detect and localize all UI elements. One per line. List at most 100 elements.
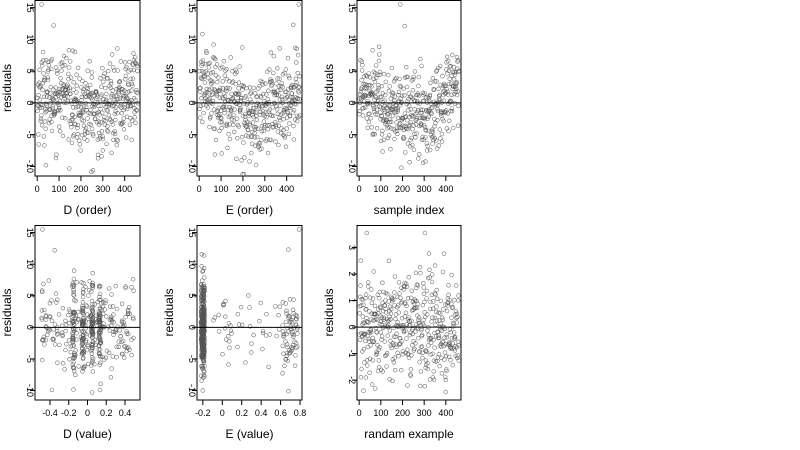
scatter-point bbox=[380, 325, 386, 331]
scatter-point bbox=[407, 319, 412, 324]
scatter-point bbox=[438, 298, 444, 304]
scatter-point bbox=[122, 344, 127, 349]
scatter-point bbox=[54, 152, 59, 157]
scatter-point bbox=[116, 344, 121, 349]
scatter-point bbox=[101, 357, 107, 362]
scatter-point bbox=[434, 68, 440, 73]
scatter-point bbox=[286, 131, 292, 137]
scatter-point bbox=[62, 367, 67, 372]
scatter-point bbox=[66, 321, 72, 326]
panel-d-value-y-tick-label: -5 bbox=[25, 355, 35, 363]
scatter-point bbox=[66, 47, 72, 53]
panel-e-value-x-tick-label: 0 bbox=[220, 408, 225, 418]
scatter-point bbox=[283, 106, 288, 111]
scatter-point bbox=[97, 297, 102, 303]
scatter-point bbox=[102, 85, 108, 91]
scatter-point bbox=[387, 328, 393, 333]
panel-e-value-y-tick-label: -10 bbox=[187, 384, 197, 397]
scatter-point bbox=[69, 117, 74, 123]
scatter-point bbox=[283, 67, 288, 72]
scatter-point bbox=[129, 285, 134, 290]
scatter-point bbox=[104, 128, 110, 133]
scatter-point bbox=[118, 122, 124, 127]
scatter-point bbox=[403, 150, 408, 155]
scatter-point bbox=[130, 277, 136, 282]
scatter-point bbox=[75, 65, 81, 71]
scatter-point bbox=[258, 300, 263, 306]
scatter-point bbox=[55, 108, 61, 113]
scatter-point bbox=[456, 103, 461, 109]
scatter-point bbox=[107, 61, 113, 66]
scatter-point bbox=[39, 2, 44, 7]
scatter-point bbox=[446, 283, 451, 288]
scatter-point bbox=[293, 312, 298, 318]
scatter-point bbox=[129, 337, 134, 342]
scatter-point bbox=[397, 83, 403, 89]
scatter-point bbox=[423, 314, 428, 320]
scatter-point bbox=[423, 135, 428, 140]
panel-sample-index-points bbox=[357, 2, 461, 170]
scatter-point bbox=[280, 329, 286, 334]
scatter-point bbox=[359, 366, 364, 372]
scatter-point bbox=[41, 134, 46, 139]
scatter-point bbox=[378, 330, 383, 335]
scatter-point bbox=[375, 72, 380, 77]
scatter-point bbox=[42, 143, 47, 148]
scatter-point bbox=[274, 81, 279, 86]
scatter-point bbox=[215, 112, 220, 118]
scatter-point bbox=[249, 150, 254, 156]
scatter-point bbox=[291, 297, 296, 302]
scatter-point bbox=[132, 115, 138, 120]
scatter-point bbox=[83, 126, 89, 131]
scatter-point bbox=[399, 316, 405, 321]
scatter-point bbox=[393, 312, 399, 317]
scatter-point bbox=[74, 337, 79, 342]
scatter-point bbox=[273, 139, 278, 144]
scatter-point bbox=[87, 59, 92, 64]
scatter-point bbox=[442, 357, 447, 362]
scatter-point bbox=[99, 110, 105, 115]
scatter-point bbox=[89, 305, 94, 310]
scatter-point bbox=[291, 311, 296, 316]
scatter-point bbox=[83, 326, 89, 331]
scatter-point bbox=[392, 303, 397, 308]
scatter-point bbox=[361, 346, 367, 352]
scatter-point bbox=[215, 79, 220, 85]
scatter-point bbox=[124, 348, 129, 354]
scatter-point bbox=[444, 308, 450, 314]
scatter-point bbox=[72, 298, 77, 303]
panel-random-example-y-tick-label: 1 bbox=[347, 298, 357, 303]
scatter-point bbox=[281, 333, 286, 338]
scatter-point bbox=[443, 110, 448, 115]
scatter-point bbox=[417, 359, 422, 365]
scatter-point bbox=[455, 353, 460, 358]
scatter-point bbox=[405, 126, 411, 132]
scatter-point bbox=[415, 283, 421, 288]
scatter-point bbox=[101, 117, 107, 123]
scatter-point bbox=[199, 364, 204, 369]
scatter-point bbox=[90, 131, 96, 137]
scatter-point bbox=[121, 127, 127, 132]
scatter-point bbox=[402, 314, 408, 319]
scatter-point bbox=[51, 23, 56, 28]
scatter-point bbox=[420, 355, 425, 361]
scatter-point bbox=[134, 108, 140, 113]
scatter-point bbox=[386, 258, 392, 263]
panel-e-value-points bbox=[198, 227, 302, 394]
scatter-point bbox=[109, 319, 115, 324]
scatter-point bbox=[404, 64, 409, 70]
scatter-point bbox=[43, 324, 49, 329]
scatter-point bbox=[422, 91, 427, 96]
scatter-point bbox=[435, 106, 440, 112]
scatter-point bbox=[101, 79, 106, 85]
scatter-point bbox=[235, 136, 240, 141]
scatter-point bbox=[450, 363, 455, 368]
scatter-point bbox=[358, 89, 363, 95]
scatter-point bbox=[214, 109, 219, 115]
scatter-point bbox=[363, 307, 368, 312]
scatter-point bbox=[296, 85, 301, 90]
scatter-point bbox=[388, 317, 393, 322]
panel-e-order-ylabel: residuals bbox=[162, 64, 176, 112]
scatter-point bbox=[78, 148, 83, 153]
scatter-point bbox=[383, 79, 388, 85]
